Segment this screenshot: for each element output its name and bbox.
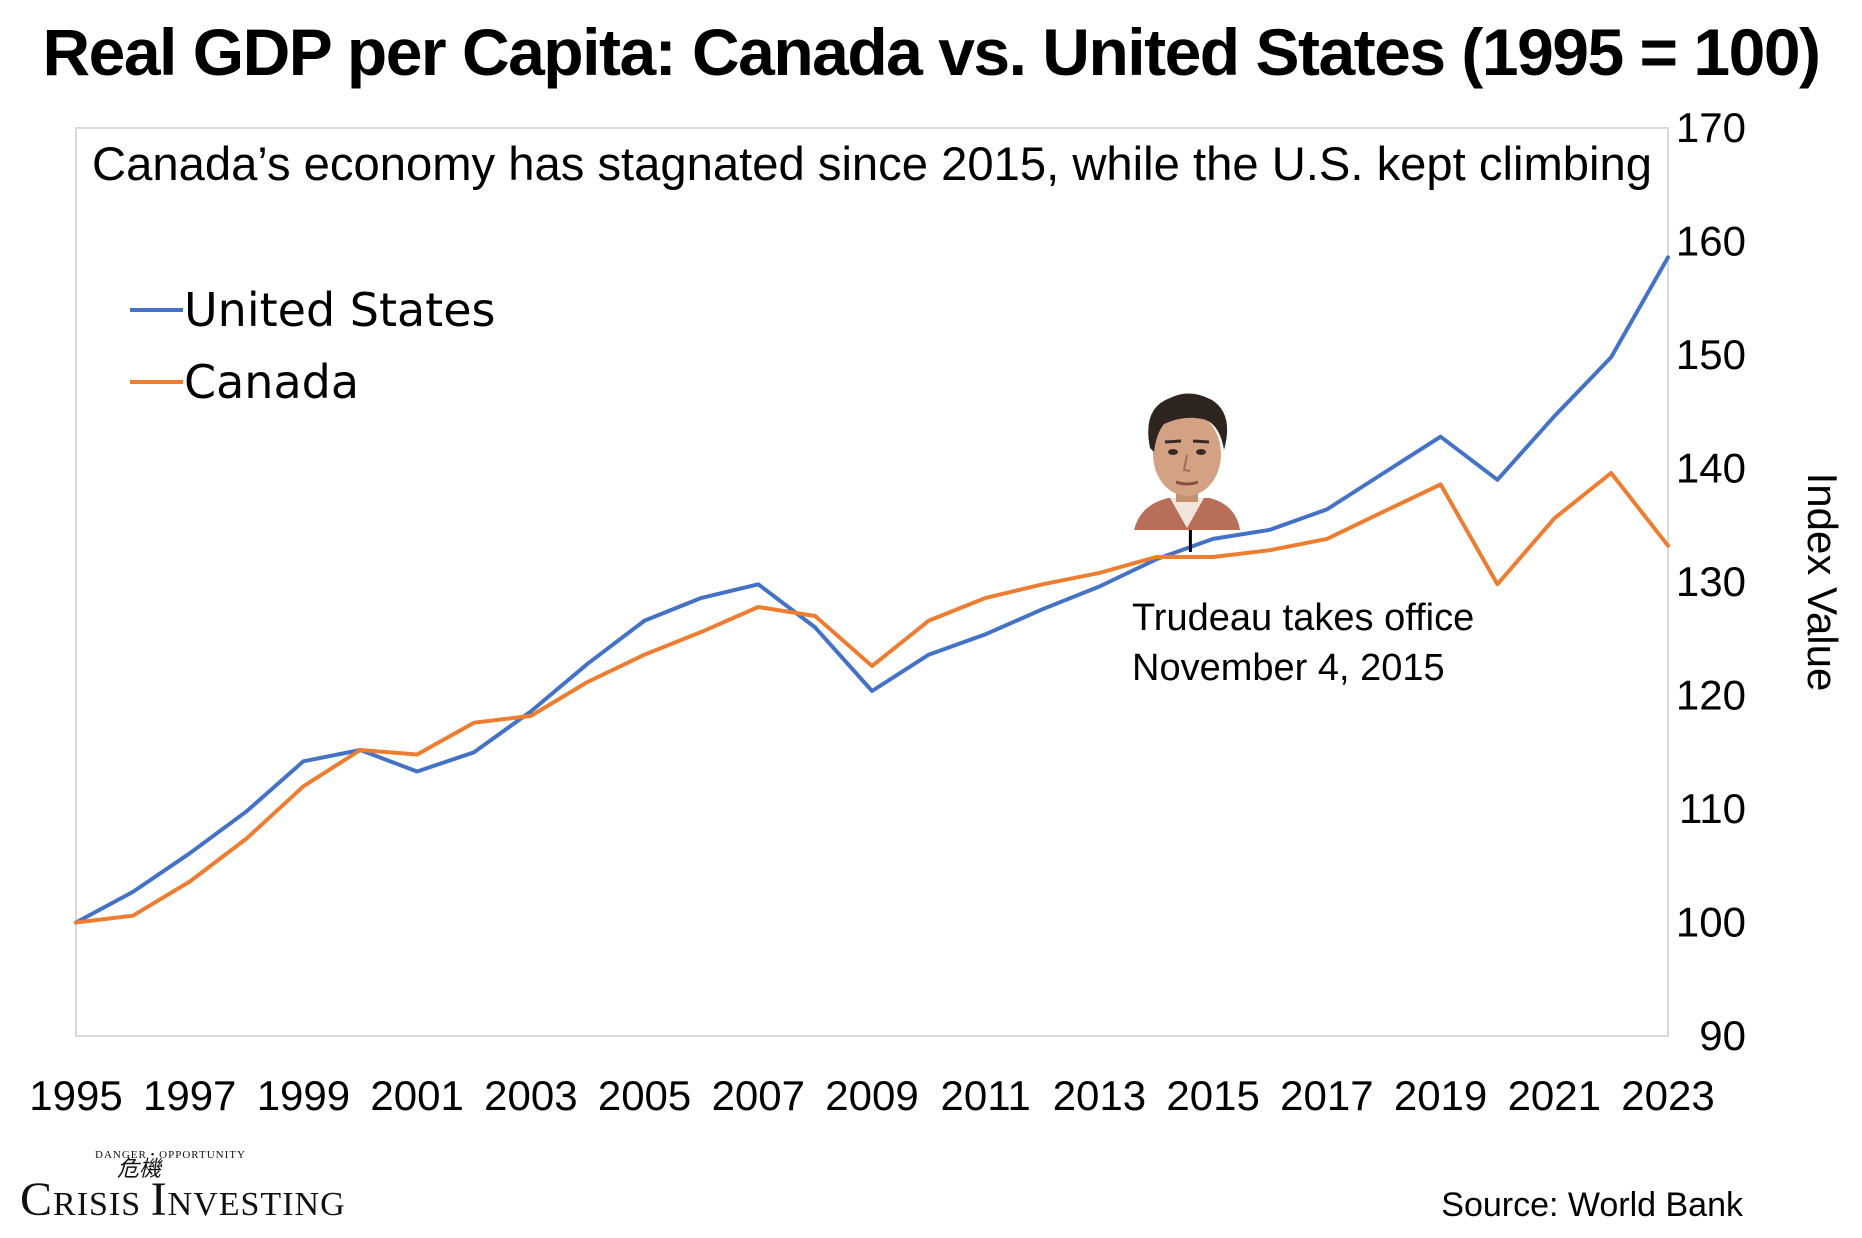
y-tick-label: 140 [1676,445,1746,492]
x-tick-label: 2011 [941,1072,1031,1119]
plot-frame [75,127,1669,1037]
x-tick-label: 2005 [598,1072,691,1119]
x-tick-label: 2001 [370,1072,463,1119]
y-axis-ticks: 90 100 110 120 130 140 150 160 170 [1676,104,1746,1059]
x-tick-label: 2017 [1280,1072,1373,1119]
series-line-canada [74,471,1670,925]
x-tick-label: 2013 [1053,1072,1146,1119]
chart-title: Real GDP per Capita: Canada vs. United S… [42,15,1821,89]
source-note: Source: World Bank [1441,1186,1744,1224]
logo-wordmark: CRISIS INVESTING [20,1173,346,1226]
x-tick-label: 2015 [1166,1072,1259,1119]
y-axis-label: Index Value [1799,473,1846,692]
y-tick-label: 100 [1676,899,1746,946]
legend-label-canada: Canada [184,355,359,409]
x-tick-label: 2003 [484,1072,577,1119]
legend: United States Canada [130,283,496,409]
x-tick-label: 2021 [1508,1072,1601,1119]
x-tick-label: 2007 [712,1072,805,1119]
x-tick-label: 2023 [1621,1072,1714,1119]
legend-label-united-states: United States [184,283,496,337]
x-tick-label: 1999 [257,1072,350,1119]
series-line-united-states [74,255,1670,925]
logo-tagline: DANGER • OPPORTUNITY [95,1149,246,1161]
annotation-line-2: November 4, 2015 [1132,647,1445,689]
logo-chinese-characters: 危機 [117,1157,163,1182]
crisis-investing-logo: DANGER • OPPORTUNITY 危機 CRISIS INVESTING [20,1149,346,1226]
y-tick-label: 130 [1676,558,1746,605]
portrait-photo [1134,393,1240,530]
trudeau-annotation: Trudeau takes office November 4, 2015 [1132,393,1474,689]
y-tick-label: 170 [1676,104,1746,151]
chart-subtitle: Canada’s economy has stagnated since 201… [92,137,1652,190]
x-axis-ticks: 1995 1997 1999 2001 2003 2005 2007 2009 2011 2013… [29,1072,1714,1119]
annotation-line-1: Trudeau takes office [1132,597,1474,639]
series-layer [74,255,1670,925]
y-tick-label: 110 [1679,785,1746,832]
y-tick-label: 150 [1676,331,1746,378]
x-tick-label: 1997 [143,1072,236,1119]
y-tick-label: 90 [1699,1012,1746,1059]
y-tick-label: 160 [1676,218,1746,265]
y-tick-label: 120 [1676,672,1746,719]
x-tick-label: 2019 [1394,1072,1487,1119]
x-tick-label: 1995 [29,1072,122,1119]
x-tick-label: 2009 [825,1072,918,1119]
